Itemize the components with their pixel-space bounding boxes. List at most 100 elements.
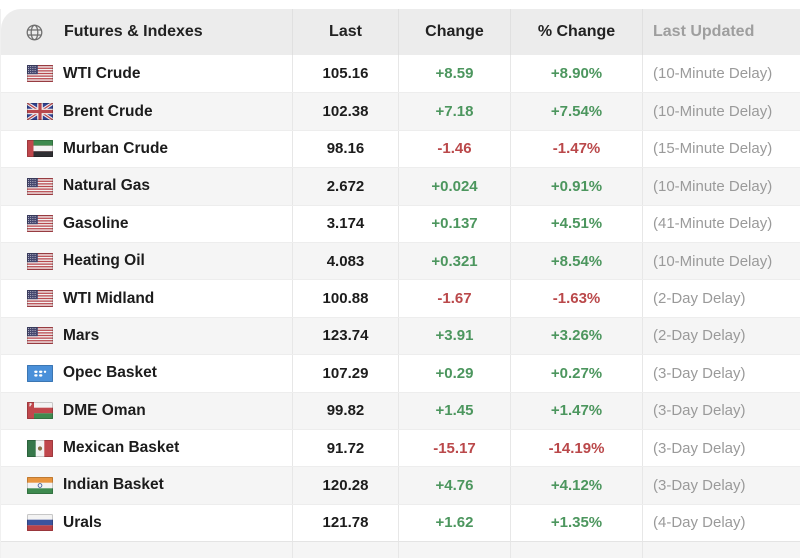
last-value: 2.672 <box>292 168 398 205</box>
last-updated-value: (3-Day Delay) <box>642 392 800 429</box>
table-row[interactable]: Gasoline 3.174 +0.137 +4.51% (41-Minute Dela… <box>1 204 800 242</box>
change-value: -15.17 <box>398 429 510 467</box>
table-row[interactable]: DME Oman 99.82 +1.45 +1.47% (3-Day Delay) <box>1 391 800 429</box>
instrument-name-cell[interactable]: Brent Crude <box>1 93 292 129</box>
instrument-name: Gasoline <box>63 214 129 232</box>
last-value: 121.78 <box>292 504 398 542</box>
instrument-name: Brent Crude <box>63 102 153 120</box>
instrument-name-cell[interactable]: WTI Crude <box>1 55 292 92</box>
us-flag-icon <box>27 65 53 83</box>
instrument-name-cell[interactable]: Murban Crude <box>1 131 292 167</box>
instrument-name-cell[interactable]: Heating Oil <box>1 243 292 279</box>
table-row[interactable]: WTI Crude 105.16 +8.59 +8.90% (10-Minute Del… <box>1 55 800 93</box>
last-updated-value: (3-Day Delay) <box>642 467 800 504</box>
last-updated-value: (10-Minute Delay) <box>642 93 800 130</box>
last-value: 123.74 <box>292 317 398 355</box>
table-row[interactable]: Urals 121.78 +1.62 +1.35% (4-Day Delay) <box>1 503 800 542</box>
instrument-name: Natural Gas <box>63 177 151 195</box>
instrument-name: Opec Basket <box>63 364 157 382</box>
change-value: +0.321 <box>398 242 510 280</box>
pct-change-value: +0.27% <box>510 355 642 392</box>
last-value: 100.88 <box>292 280 398 317</box>
table-row[interactable]: Opec Basket 107.29 +0.29 +0.27% (3-Day Delay… <box>1 354 800 392</box>
table-body: WTI Crude 105.16 +8.59 +8.90% (10-Minute Del… <box>1 55 800 542</box>
instrument-name-cell[interactable]: Mexican Basket <box>1 430 292 466</box>
change-value: -1.67 <box>398 280 510 317</box>
table-row[interactable]: Mars 123.74 +3.91 +3.26% (2-Day Delay) <box>1 316 800 355</box>
instrument-name-cell[interactable]: Natural Gas <box>1 168 292 204</box>
change-value: +4.76 <box>398 467 510 504</box>
pct-change-value: -14.19% <box>510 429 642 467</box>
table-row[interactable]: Indian Basket 120.28 +4.76 +4.12% (3-Day Del… <box>1 466 800 504</box>
instrument-name-cell[interactable]: Indian Basket <box>1 467 292 503</box>
instrument-name-cell[interactable]: Urals <box>1 505 292 541</box>
instrument-name: WTI Crude <box>63 64 141 82</box>
table-row[interactable]: Natural Gas 2.672 +0.024 +0.91% (10-Minute D… <box>1 167 800 205</box>
change-value: +1.62 <box>398 504 510 542</box>
globe-icon <box>25 23 44 42</box>
us-flag-icon <box>27 215 53 233</box>
pct-change-value: +4.12% <box>510 467 642 504</box>
last-value: 107.29 <box>292 355 398 392</box>
instrument-name: Murban Crude <box>63 139 169 157</box>
pct-change-value: +8.90% <box>510 55 642 93</box>
table-row[interactable]: Brent Crude 102.38 +7.18 +7.54% (10-Minute D… <box>1 92 800 130</box>
last-value: 3.174 <box>292 205 398 242</box>
instrument-name: Heating Oil <box>63 252 145 270</box>
change-value: +3.91 <box>398 317 510 355</box>
last-value: 120.28 <box>292 467 398 504</box>
pct-change-value: +0.91% <box>510 168 642 205</box>
last-updated-value: (10-Minute Delay) <box>642 168 800 205</box>
uk-flag-icon <box>27 103 53 121</box>
last-value: 105.16 <box>292 55 398 93</box>
header-futures-indexes: Futures & Indexes <box>1 9 292 55</box>
header-label: Futures & Indexes <box>64 23 203 40</box>
mexico-flag-icon <box>27 439 53 457</box>
pct-change-value: +4.51% <box>510 205 642 242</box>
last-updated-value: (3-Day Delay) <box>642 355 800 392</box>
instrument-name-cell[interactable]: Gasoline <box>1 206 292 242</box>
us-flag-icon <box>27 327 53 345</box>
table-row[interactable]: Heating Oil 4.083 +0.321 +8.54% (10-Minute D… <box>1 241 800 280</box>
header-last-updated: Last Updated <box>642 9 800 55</box>
opec-flag-icon <box>27 364 53 382</box>
last-updated-value: (10-Minute Delay) <box>642 55 800 93</box>
pct-change-value: +8.54% <box>510 242 642 280</box>
last-updated-value: (3-Day Delay) <box>642 429 800 467</box>
instrument-name: Mexican Basket <box>63 439 180 457</box>
pct-change-value: +1.47% <box>510 392 642 429</box>
instrument-name-cell[interactable]: Mars <box>1 318 292 354</box>
us-flag-icon <box>27 290 53 308</box>
change-value: +0.024 <box>398 168 510 205</box>
header-pct-change: % Change <box>510 9 642 55</box>
instrument-name-cell[interactable]: DME Oman <box>1 393 292 429</box>
instrument-name-cell[interactable]: Opec Basket <box>1 355 292 391</box>
table-row[interactable]: WTI Midland 100.88 -1.67 -1.63% (2-Day Delay… <box>1 279 800 317</box>
last-updated-value: (2-Day Delay) <box>642 280 800 317</box>
header-change: Change <box>398 9 510 55</box>
us-flag-icon <box>27 177 53 195</box>
last-value: 98.16 <box>292 130 398 168</box>
table-row[interactable]: Murban Crude 98.16 -1.46 -1.47% (15-Minute D… <box>1 129 800 168</box>
last-updated-value: (10-Minute Delay) <box>642 242 800 280</box>
futures-table: Futures & Indexes Last Change % Change L… <box>0 9 800 558</box>
pct-change-value: +1.35% <box>510 504 642 542</box>
pct-change-value: -1.63% <box>510 280 642 317</box>
pct-change-value: +7.54% <box>510 93 642 130</box>
table-row-partial <box>1 541 800 558</box>
last-value: 99.82 <box>292 392 398 429</box>
last-updated-value: (2-Day Delay) <box>642 317 800 355</box>
change-value: -1.46 <box>398 130 510 168</box>
instrument-name-cell[interactable]: WTI Midland <box>1 280 292 316</box>
change-value: +7.18 <box>398 93 510 130</box>
table-row[interactable]: Mexican Basket 91.72 -15.17 -14.19% (3-Day D… <box>1 428 800 467</box>
pct-change-value: -1.47% <box>510 130 642 168</box>
last-value: 102.38 <box>292 93 398 130</box>
last-value: 91.72 <box>292 429 398 467</box>
uae-flag-icon <box>27 140 53 158</box>
header-last: Last <box>292 9 398 55</box>
last-value: 4.083 <box>292 242 398 280</box>
oman-flag-icon <box>27 402 53 420</box>
pct-change-value: +3.26% <box>510 317 642 355</box>
